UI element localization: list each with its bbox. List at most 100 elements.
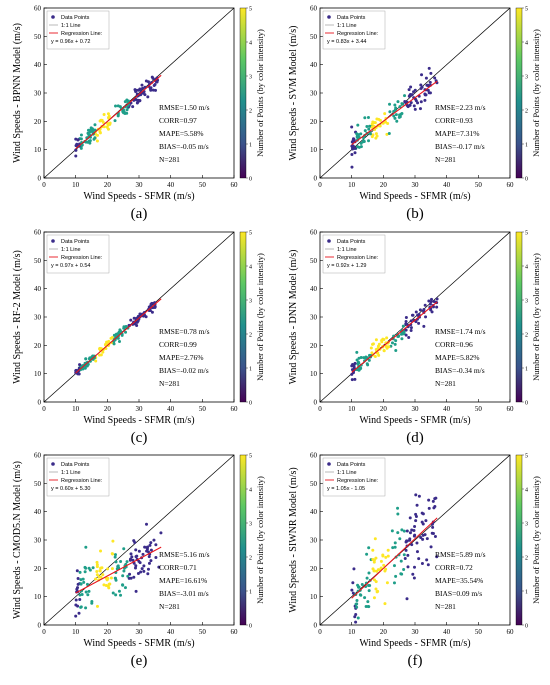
- data-point: [352, 567, 356, 571]
- data-point: [124, 330, 128, 334]
- data-point: [83, 570, 87, 574]
- legend-regression-equation: y = 0.96x + 0.72: [51, 39, 90, 45]
- data-point: [113, 119, 117, 123]
- y-tick-label: 60: [34, 5, 42, 13]
- data-point: [431, 499, 435, 503]
- x-tick-label: 20: [104, 628, 112, 636]
- data-point: [86, 593, 90, 597]
- data-point: [98, 569, 102, 573]
- data-point: [111, 539, 115, 543]
- data-point: [357, 356, 361, 360]
- y-tick-label: 20: [310, 118, 318, 126]
- legend-regression-label: Regression Line:: [337, 478, 379, 484]
- colorbar-tick-label: 3: [249, 521, 252, 527]
- stat-line: CORR=0.71: [159, 563, 197, 572]
- y-axis-label: Wind Speeds - RF-2 Model (m/s): [12, 250, 23, 384]
- data-point: [131, 105, 135, 109]
- data-point: [391, 546, 395, 550]
- data-point: [355, 145, 359, 149]
- x-tick-label: 60: [507, 405, 515, 413]
- data-point: [375, 569, 379, 573]
- data-point: [120, 333, 124, 337]
- data-point: [419, 100, 423, 104]
- x-tick-label: 20: [104, 181, 112, 189]
- data-point: [114, 578, 118, 582]
- data-point: [367, 571, 371, 575]
- data-point: [154, 555, 158, 559]
- legend-line11-label: 1:1 Line: [337, 470, 357, 476]
- colorbar-tick-label: 2: [249, 555, 252, 561]
- data-point: [403, 557, 407, 561]
- data-point: [428, 80, 432, 84]
- data-point: [388, 102, 392, 106]
- data-point: [374, 587, 378, 591]
- x-tick-label: 60: [507, 181, 515, 189]
- data-point: [428, 91, 432, 95]
- data-point: [428, 302, 432, 306]
- panel-label: (a): [131, 206, 148, 222]
- y-tick-label: 60: [310, 5, 318, 13]
- data-point: [412, 104, 416, 108]
- legend-point-marker: [51, 239, 55, 243]
- stat-line: RMSE=1.74 m/s: [435, 327, 486, 336]
- data-point: [411, 313, 415, 317]
- stat-line: CORR=0.96: [435, 340, 473, 349]
- data-point: [102, 125, 106, 129]
- data-point: [413, 524, 417, 528]
- data-point: [79, 146, 83, 150]
- x-axis-label: Wind Speeds - SFMR (m/s): [359, 415, 470, 426]
- colorbar-tick-label: 5: [249, 230, 252, 236]
- colorbar-tick-label: 3: [249, 74, 252, 80]
- y-tick-label: 60: [34, 229, 42, 237]
- data-point: [129, 552, 133, 556]
- data-point: [79, 582, 83, 586]
- data-point: [91, 354, 95, 358]
- data-point: [76, 582, 80, 586]
- x-tick-label: 20: [380, 181, 388, 189]
- x-tick-label: 50: [199, 405, 207, 413]
- y-tick-label: 60: [310, 452, 318, 460]
- x-tick-label: 10: [348, 405, 356, 413]
- data-point: [353, 361, 357, 365]
- data-point: [133, 566, 137, 570]
- data-point: [357, 585, 361, 589]
- colorbar-tick-label: 4: [249, 487, 252, 493]
- data-point: [355, 605, 359, 609]
- data-point: [142, 564, 146, 568]
- x-tick-label: 0: [318, 181, 322, 189]
- data-point: [401, 102, 405, 106]
- data-point: [121, 583, 125, 587]
- data-point: [367, 127, 371, 131]
- data-point: [91, 566, 95, 570]
- y-tick-label: 0: [314, 399, 318, 407]
- data-point: [95, 569, 99, 573]
- data-point: [75, 142, 79, 146]
- data-point: [84, 590, 88, 594]
- legend: Data Points 1:1 Line Regression Line: y = 0…: [46, 457, 110, 497]
- data-point: [106, 127, 110, 131]
- data-point: [98, 346, 102, 350]
- data-point: [363, 116, 367, 120]
- y-tick-label: 30: [34, 90, 42, 98]
- data-point: [150, 301, 154, 305]
- colorbar-tick-label: 3: [525, 298, 528, 304]
- data-point: [396, 506, 400, 510]
- data-point: [395, 119, 399, 123]
- data-point: [149, 559, 153, 563]
- data-point: [373, 121, 377, 125]
- regression-line: [75, 546, 162, 594]
- data-point: [122, 111, 126, 115]
- y-tick-label: 40: [310, 285, 318, 293]
- stat-line: MAPE=16.61%: [159, 576, 207, 585]
- legend-points-label: Data Points: [337, 239, 366, 245]
- data-point: [400, 528, 404, 532]
- data-point: [369, 346, 373, 350]
- data-point: [433, 505, 437, 509]
- x-tick-label: 20: [380, 405, 388, 413]
- colorbar-tick-label: 1: [525, 366, 528, 372]
- data-point: [388, 110, 392, 114]
- x-tick-label: 50: [475, 628, 483, 636]
- data-point: [418, 308, 422, 312]
- colorbar: [239, 7, 247, 179]
- colorbar-tick-label: 2: [525, 332, 528, 338]
